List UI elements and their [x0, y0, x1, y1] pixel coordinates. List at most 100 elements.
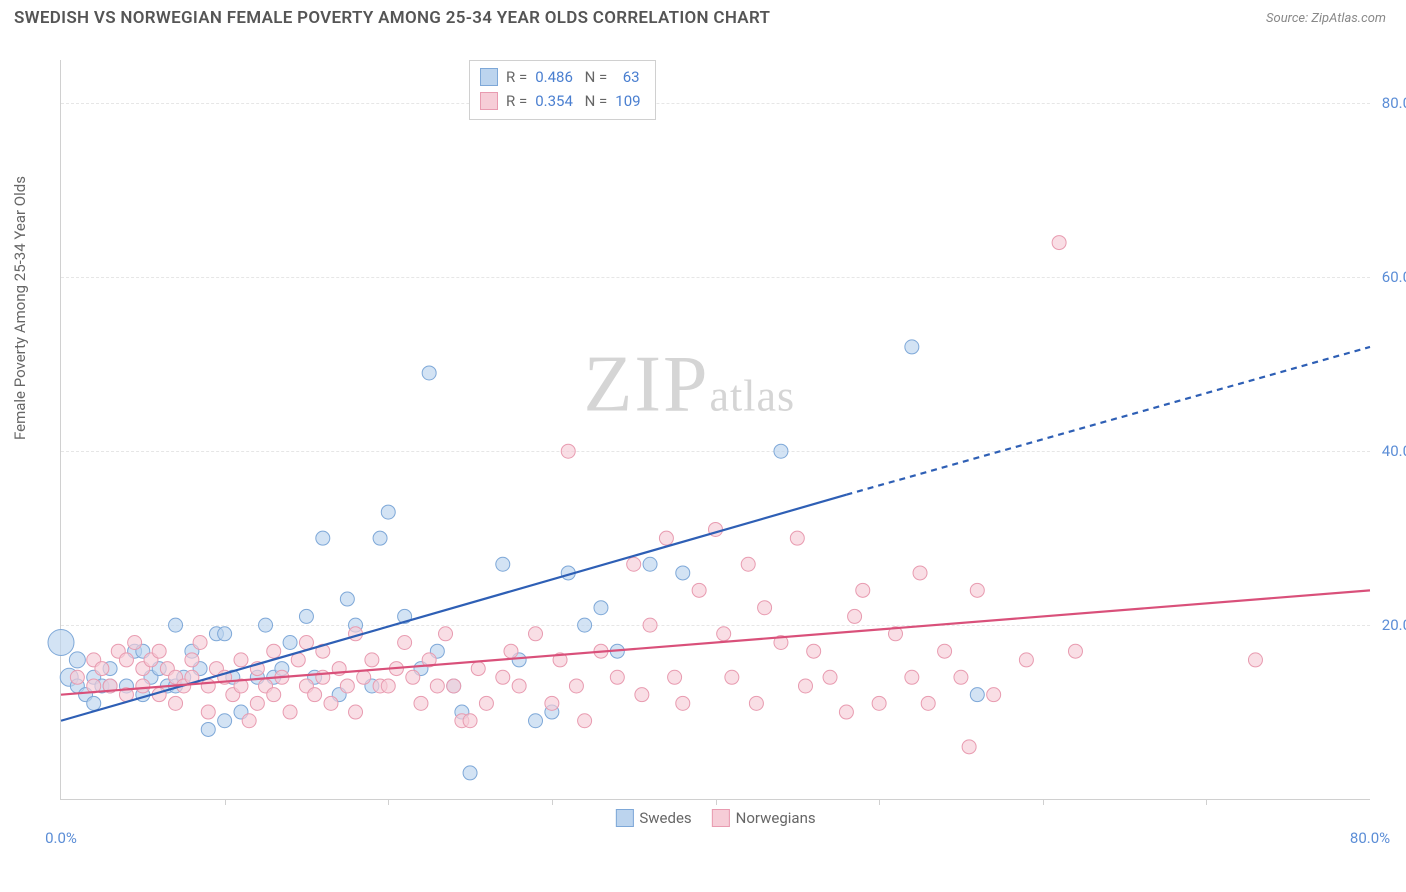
data-point — [921, 696, 935, 710]
data-point — [569, 679, 583, 693]
data-point — [479, 696, 493, 710]
stat-r-norwegians: 0.354 — [535, 89, 573, 113]
data-point — [201, 679, 215, 693]
stats-row-norwegians: R = 0.354 N = 109 — [480, 89, 641, 113]
data-point — [717, 627, 731, 641]
data-point — [496, 557, 510, 571]
data-point — [1248, 653, 1262, 667]
x-tick-label: 80.0% — [1350, 829, 1390, 847]
data-point — [970, 688, 984, 702]
data-point — [578, 714, 592, 728]
y-tick-label: 80.0% — [1382, 94, 1406, 112]
data-point — [987, 688, 1001, 702]
data-point — [774, 444, 788, 458]
stat-n-label: N = — [581, 65, 607, 89]
trend-line — [61, 590, 1370, 694]
data-point — [365, 653, 379, 667]
data-point — [316, 531, 330, 545]
data-point — [856, 583, 870, 597]
x-tick-label: 0.0% — [45, 829, 77, 847]
data-point — [218, 714, 232, 728]
bottom-legend: Swedes Norwegians — [615, 809, 815, 827]
legend-item-norwegians: Norwegians — [712, 809, 816, 827]
stat-n-norwegians: 109 — [615, 89, 640, 113]
swatch-norwegians — [480, 92, 498, 110]
data-point — [299, 636, 313, 650]
stat-n-label: N = — [581, 89, 607, 113]
data-point — [87, 696, 101, 710]
data-point — [201, 722, 215, 736]
data-point — [398, 636, 412, 650]
data-point — [95, 662, 109, 676]
data-point — [349, 705, 363, 719]
data-point — [798, 679, 812, 693]
data-point — [234, 653, 248, 667]
data-point — [447, 679, 461, 693]
data-point — [422, 366, 436, 380]
data-point — [749, 696, 763, 710]
data-point — [381, 505, 395, 519]
data-point — [193, 636, 207, 650]
swatch-swedes — [480, 68, 498, 86]
data-point — [406, 670, 420, 684]
data-point — [741, 557, 755, 571]
data-point — [725, 670, 739, 684]
data-point — [324, 696, 338, 710]
data-point — [1068, 644, 1082, 658]
stats-legend-box: R = 0.486 N = 63 R = 0.354 N = 109 — [469, 60, 656, 120]
plot-area: ZIPatlas R = 0.486 N = 63 R = 0.354 N = … — [60, 60, 1370, 800]
data-point — [267, 688, 281, 702]
data-point — [758, 601, 772, 615]
data-point — [643, 557, 657, 571]
data-point — [872, 696, 886, 710]
data-point — [259, 618, 273, 632]
y-tick-label: 60.0% — [1382, 268, 1406, 286]
data-point — [471, 662, 485, 676]
stat-n-swedes: 63 — [615, 65, 639, 89]
data-point — [340, 592, 354, 606]
data-point — [905, 340, 919, 354]
legend-label-swedes: Swedes — [639, 809, 691, 827]
data-point — [373, 531, 387, 545]
data-point — [962, 740, 976, 754]
stats-row-swedes: R = 0.486 N = 63 — [480, 65, 641, 89]
data-point — [283, 705, 297, 719]
data-point — [463, 714, 477, 728]
data-point — [668, 670, 682, 684]
data-point — [790, 531, 804, 545]
y-axis-label: Female Poverty Among 25-34 Year Olds — [11, 176, 29, 440]
data-point — [201, 705, 215, 719]
data-point — [1019, 653, 1033, 667]
data-point — [512, 679, 526, 693]
legend-label-norwegians: Norwegians — [736, 809, 816, 827]
data-point — [152, 644, 166, 658]
data-point — [242, 714, 256, 728]
data-point — [169, 618, 183, 632]
header: SWEDISH VS NORWEGIAN FEMALE POVERTY AMON… — [0, 0, 1406, 32]
legend-item-swedes: Swedes — [615, 809, 691, 827]
data-point — [185, 653, 199, 667]
chart-title: SWEDISH VS NORWEGIAN FEMALE POVERTY AMON… — [14, 8, 770, 28]
data-point — [561, 444, 575, 458]
data-point — [970, 583, 984, 597]
data-point — [357, 670, 371, 684]
data-point — [48, 630, 74, 656]
data-point — [463, 766, 477, 780]
data-point — [529, 627, 543, 641]
data-point — [807, 644, 821, 658]
data-point — [267, 644, 281, 658]
data-point — [136, 679, 150, 693]
trend-line-dashed — [846, 347, 1370, 495]
data-point — [299, 609, 313, 623]
data-point — [250, 696, 264, 710]
data-point — [529, 714, 543, 728]
data-point — [381, 679, 395, 693]
y-tick-label: 20.0% — [1382, 616, 1406, 634]
scatter-chart — [61, 60, 1370, 799]
data-point — [340, 679, 354, 693]
data-point — [578, 618, 592, 632]
data-point — [504, 644, 518, 658]
data-point — [169, 696, 183, 710]
stat-r-label: R = — [506, 65, 527, 89]
data-point — [218, 627, 232, 641]
